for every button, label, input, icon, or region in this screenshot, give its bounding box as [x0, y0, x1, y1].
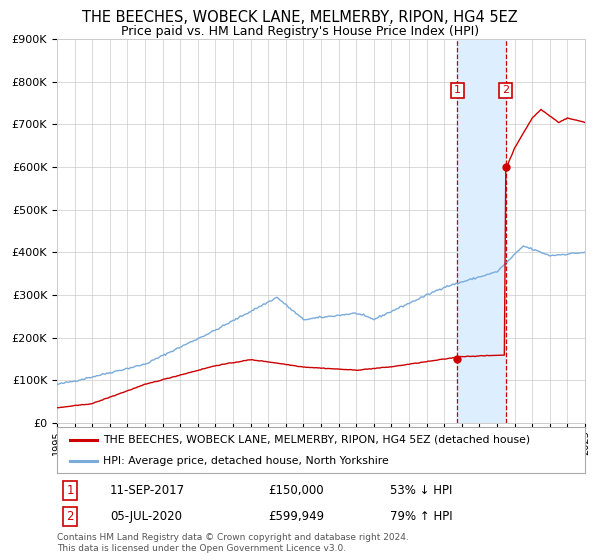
- Text: £599,949: £599,949: [268, 510, 325, 523]
- Text: HPI: Average price, detached house, North Yorkshire: HPI: Average price, detached house, Nort…: [103, 456, 389, 466]
- Text: Contains HM Land Registry data © Crown copyright and database right 2024.
This d: Contains HM Land Registry data © Crown c…: [57, 533, 409, 553]
- Text: 79% ↑ HPI: 79% ↑ HPI: [389, 510, 452, 523]
- Text: 53% ↓ HPI: 53% ↓ HPI: [389, 484, 452, 497]
- Text: 2: 2: [67, 510, 74, 523]
- Bar: [457, 39, 506, 423]
- Text: THE BEECHES, WOBECK LANE, MELMERBY, RIPON, HG4 5EZ (detached house): THE BEECHES, WOBECK LANE, MELMERBY, RIPO…: [103, 435, 530, 445]
- Text: 11-SEP-2017: 11-SEP-2017: [110, 484, 185, 497]
- Text: £150,000: £150,000: [268, 484, 324, 497]
- Text: THE BEECHES, WOBECK LANE, MELMERBY, RIPON, HG4 5EZ: THE BEECHES, WOBECK LANE, MELMERBY, RIPO…: [82, 10, 518, 25]
- Text: 1: 1: [454, 85, 461, 95]
- Text: 05-JUL-2020: 05-JUL-2020: [110, 510, 182, 523]
- Text: 2: 2: [502, 85, 509, 95]
- Text: 1: 1: [67, 484, 74, 497]
- Text: Price paid vs. HM Land Registry's House Price Index (HPI): Price paid vs. HM Land Registry's House …: [121, 25, 479, 38]
